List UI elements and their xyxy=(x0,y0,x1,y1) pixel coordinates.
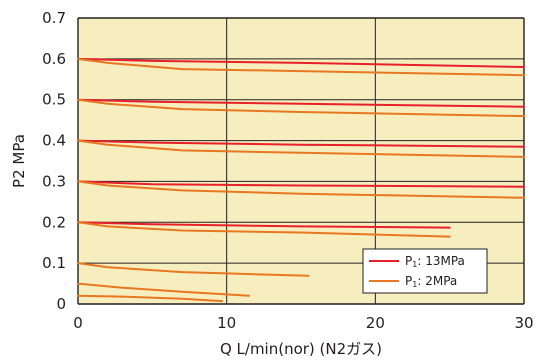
y-tick-label: 0.5 xyxy=(42,91,66,109)
x-tick-label: 30 xyxy=(514,314,533,332)
y-tick-label: 0 xyxy=(56,295,66,313)
data-series xyxy=(77,57,525,303)
y-tick-label: 0.4 xyxy=(42,132,66,150)
series-line xyxy=(77,98,525,108)
series-line xyxy=(77,221,451,238)
series-line xyxy=(77,180,525,199)
series-line xyxy=(77,57,525,68)
legend-box xyxy=(362,248,488,294)
series-line xyxy=(77,294,224,303)
y-tick-label: 0.1 xyxy=(42,254,66,272)
x-axis-title: Q L/min(nor) (N2ガス) xyxy=(220,340,382,358)
legend: P1: 13MPa P1: 2MPa xyxy=(362,248,488,294)
y-tick-label: 0.7 xyxy=(42,9,66,27)
series-line xyxy=(77,221,451,229)
series-line xyxy=(77,180,525,188)
legend-label: P1: 13MPa xyxy=(405,254,465,269)
grid-lines xyxy=(77,17,525,305)
x-tick-label: 0 xyxy=(73,314,83,332)
legend-label: P1: 2MPa xyxy=(405,274,457,289)
y-tick-label: 0.2 xyxy=(42,213,66,231)
series-line xyxy=(77,57,525,77)
y-axis-title: P2 MPa xyxy=(10,134,28,188)
series-line xyxy=(77,139,525,148)
series-line xyxy=(77,139,525,158)
y-tick-label: 0.3 xyxy=(42,172,66,190)
x-tick-label: 20 xyxy=(366,314,385,332)
x-tick-label: 10 xyxy=(217,314,236,332)
series-line xyxy=(77,262,310,277)
series-line xyxy=(77,282,250,297)
tick-labels: 0 10 20 30 0 0.1 0.2 0.3 0.4 0.5 0.6 0.7 xyxy=(42,9,533,332)
series-line xyxy=(77,98,525,118)
y-tick-label: 0.6 xyxy=(42,50,66,68)
